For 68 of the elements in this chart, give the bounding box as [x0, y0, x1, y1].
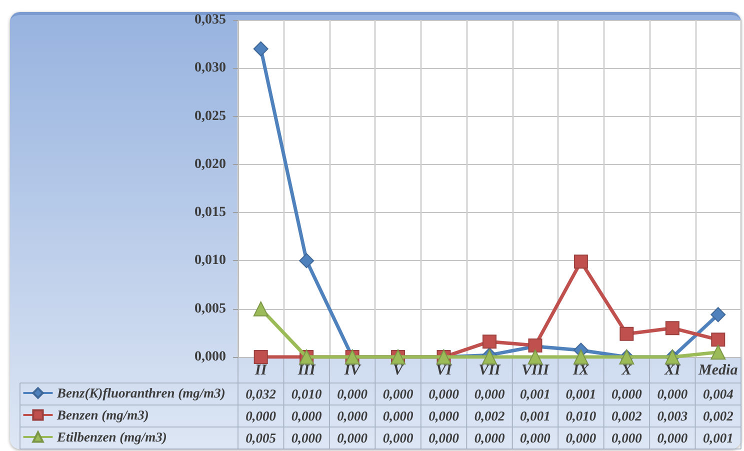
data-label: 0,032	[246, 386, 276, 402]
point	[528, 350, 543, 364]
point	[482, 334, 496, 349]
x-tick-label: VI	[436, 362, 453, 378]
data-label: 0,000	[428, 408, 460, 424]
data-label: 0,000	[382, 408, 414, 424]
x-tick-label: XI	[663, 362, 682, 378]
data-label: 0,001	[566, 386, 596, 402]
data-label: 0,002	[474, 408, 505, 424]
legend-label: Etilbenzen (mg/m3)	[56, 430, 167, 444]
legend-label: Benzen (mg/m3)	[56, 408, 149, 422]
data-label: 0,001	[702, 430, 734, 446]
data-label: 0,000	[474, 430, 505, 446]
x-tick-label: X	[620, 362, 633, 378]
point	[254, 350, 268, 364]
x-tick-label: VIII	[521, 362, 550, 378]
data-label: 0,000	[474, 386, 505, 402]
x-tick-label: IV	[343, 362, 362, 378]
y-tick-label: 0,030	[194, 60, 226, 76]
data-label: 0,000	[337, 386, 368, 402]
y-tick-label: 0,005	[194, 301, 226, 316]
y-tick-label: 0,015	[194, 205, 226, 220]
data-label: 0,010	[291, 386, 322, 402]
point	[574, 254, 588, 269]
data-label: 0,000	[428, 430, 460, 446]
data-label: 0,000	[611, 386, 642, 402]
data-label: 0,000	[566, 430, 596, 446]
point	[253, 301, 268, 316]
x-tick-label: V	[393, 362, 406, 378]
data-label: 0,000	[291, 430, 322, 446]
data-label: 0,000	[291, 408, 322, 424]
x-tick-label: II	[254, 362, 268, 378]
data-label: 0,001	[520, 408, 550, 424]
data-label: 0,001	[520, 386, 550, 402]
y-tick-label: 0,000	[194, 350, 226, 364]
point	[620, 326, 634, 341]
point	[710, 344, 726, 360]
data-label: 0,000	[428, 386, 460, 402]
point	[299, 253, 314, 268]
x-tick-label: III	[296, 362, 317, 378]
x-tick-label: IX	[572, 362, 590, 378]
data-label: 0,002	[702, 408, 734, 424]
point	[573, 350, 588, 364]
data-label: 0,000	[337, 408, 368, 424]
y-tick-label: 0,010	[194, 253, 226, 268]
y-tick-label: 0,020	[194, 156, 226, 172]
data-label: 0,000	[657, 430, 688, 446]
data-label: 0,000	[520, 430, 551, 446]
y-tick-label: 0,025	[194, 108, 226, 124]
data-label: 0,010	[566, 408, 596, 424]
legend-label: Benz(K)fluoranthren (mg/m3)	[56, 386, 226, 400]
data-label: 0,000	[246, 408, 276, 424]
point	[253, 41, 268, 56]
point	[665, 321, 680, 336]
point	[711, 332, 726, 347]
data-label: 0,004	[702, 386, 734, 402]
data-label: 0,005	[246, 430, 276, 446]
x-tick-label: VII	[478, 362, 502, 378]
data-label: 0,000	[337, 430, 368, 446]
x-tick-label: Media	[698, 362, 738, 378]
data-label: 0,003	[657, 408, 688, 424]
data-label: 0,000	[382, 430, 414, 446]
data-label: 0,002	[611, 408, 642, 424]
data-label: 0,000	[611, 430, 642, 446]
y-tick-label: 0,035	[194, 12, 226, 28]
point	[710, 307, 726, 322]
data-label: 0,000	[657, 386, 688, 402]
data-label: 0,000	[382, 386, 414, 402]
